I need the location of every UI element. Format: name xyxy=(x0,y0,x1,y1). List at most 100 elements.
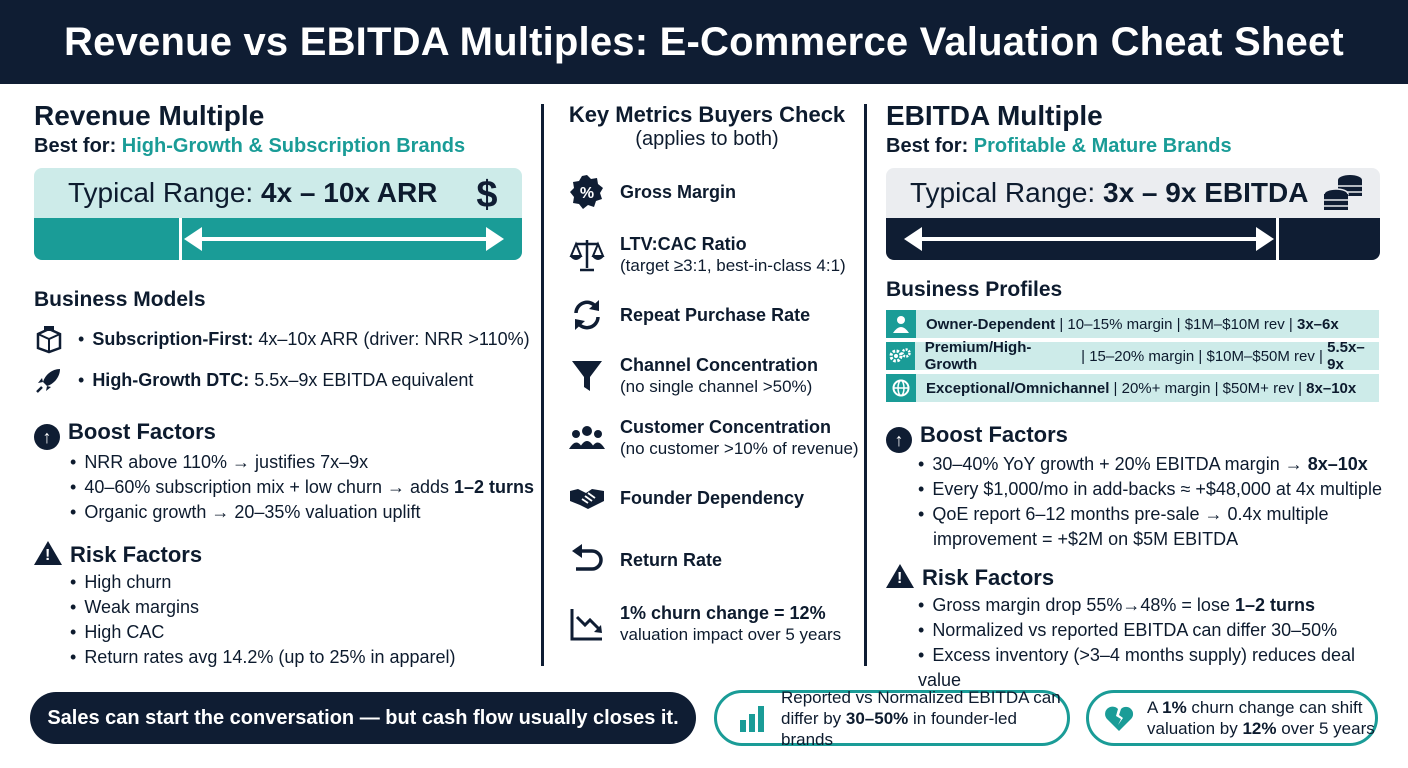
risk-heading-text: Risk Factors xyxy=(922,565,1055,590)
warning-icon: ! xyxy=(34,541,62,565)
handshake-icon xyxy=(570,489,604,509)
revenue-risk-heading: ! Risk Factors xyxy=(34,541,202,568)
double-arrow-icon xyxy=(904,227,1274,251)
arrow-up-icon: ↑ xyxy=(886,427,912,453)
person-icon xyxy=(886,310,916,338)
callout-text: valuation by xyxy=(1147,719,1243,738)
model-text: 4x–10x ARR (driver: NRR >110%) xyxy=(258,328,530,349)
best-for-label: Best for: xyxy=(886,135,969,157)
list-item: Organic growth → 20–35% valuation uplift xyxy=(70,500,534,525)
boost-bold: 1–2 turns xyxy=(454,477,535,497)
boost-text: Every $1,000/mo in add-backs ≈ +$48,000 … xyxy=(932,479,1382,499)
profile-multiple: 3x–6x xyxy=(1297,315,1339,333)
metric-title: Founder Dependency xyxy=(620,488,805,508)
list-item: 30–40% YoY growth + 20% EBITDA margin → … xyxy=(918,452,1388,477)
profile-row-owner: Owner-Dependent | 10–15% margin | $1M–$1… xyxy=(886,310,1379,338)
boost-heading-text: Boost Factors xyxy=(68,419,216,444)
callout-ebitda-diff: Reported vs Normalized EBITDA can differ… xyxy=(714,687,1070,749)
revenue-multiple-heading: Revenue Multiple xyxy=(34,100,265,131)
metric-title: Return Rate xyxy=(620,550,723,570)
profile-multiple: 8x–10x xyxy=(1306,379,1357,397)
metric-title: Customer Concentration xyxy=(620,417,832,437)
broken-heart-icon xyxy=(1105,706,1134,731)
boost-text: NRR above 110% → justifies 7x–9x xyxy=(84,452,369,472)
ebitda-range-label-row: Typical Range: 3x – 9x EBITDA xyxy=(886,168,1380,218)
footer-quote: Sales can start the conversation — but c… xyxy=(30,692,696,744)
callout-text: differ by xyxy=(781,708,846,728)
funnel-icon xyxy=(572,360,602,391)
callout-line1: Reported vs Normalized EBITDA can xyxy=(781,687,1061,707)
callout-text: in founder-led brands xyxy=(781,708,1017,749)
profile-details: | 20%+ margin | $50M+ rev | xyxy=(1109,379,1307,397)
model-row-subscription: • Subscription-First: 4x–10x ARR (driver… xyxy=(34,324,530,354)
metric-founder-dependency: Founder Dependency xyxy=(568,479,804,517)
metric-sub: (no single channel >50%) xyxy=(620,377,813,396)
list-item: Gross margin drop 55%→48% = lose 1–2 tur… xyxy=(918,593,1398,618)
revenue-range-box: Typical Range: 4x – 10x ARR $ xyxy=(34,168,522,260)
list-item: NRR above 110% → justifies 7x–9x xyxy=(70,450,534,475)
callout-text: A xyxy=(1147,698,1163,717)
boost-bold: 8x–10x xyxy=(1307,454,1368,474)
range-label: Typical Range: xyxy=(910,177,1096,208)
list-item: High churn xyxy=(70,570,456,595)
list-item: 40–60% subscription mix + low churn → ad… xyxy=(70,475,534,500)
model-label: Subscription-First: xyxy=(92,328,254,349)
callout-line1: A 1% churn change can shift xyxy=(1147,697,1375,718)
percent-badge-icon: % xyxy=(570,175,603,209)
metric-title: 1% churn change = 12% xyxy=(620,603,826,623)
warning-icon: ! xyxy=(886,564,914,588)
coins-icon xyxy=(1323,175,1362,210)
metric-channel-concentration: Channel Concentration (no single channel… xyxy=(568,354,818,397)
range-bar-split xyxy=(179,218,182,260)
list-item: Normalized vs reported EBITDA can differ… xyxy=(918,618,1398,643)
profile-row-exceptional: Exceptional/Omnichannel | 20%+ margin | … xyxy=(886,374,1379,402)
boost-text: 40–60% subscription mix + low churn → ad… xyxy=(84,477,454,497)
globe-icon xyxy=(886,374,916,402)
revenue-range-label-row: Typical Range: 4x – 10x ARR $ xyxy=(34,168,522,218)
revenue-range-bar xyxy=(34,218,522,260)
model-label: High-Growth DTC: xyxy=(92,369,250,390)
ebitda-best-for: Best for: Profitable & Mature Brands xyxy=(886,135,1232,158)
key-metrics-title: Key Metrics Buyers Check xyxy=(568,102,846,127)
ebitda-boost-heading: ↑ Boost Factors xyxy=(886,422,1068,453)
list-item: Excess inventory (>3–4 months supply) re… xyxy=(918,643,1398,693)
ebitda-multiple-heading: EBITDA Multiple xyxy=(886,100,1103,131)
model-row-highgrowth: • High-Growth DTC: 5.5x–9x EBITDA equiva… xyxy=(34,365,473,395)
revenue-risk-list: High churn Weak margins High CAC Return … xyxy=(70,570,456,670)
column-divider-left xyxy=(541,104,544,666)
header-bar: Revenue vs EBITDA Multiples: E-Commerce … xyxy=(0,0,1408,84)
ebitda-boost-list: 30–40% YoY growth + 20% EBITDA margin → … xyxy=(918,452,1388,552)
metric-sub: valuation impact over 5 years xyxy=(620,625,842,644)
range-value: 3x – 9x EBITDA xyxy=(1103,177,1309,208)
revenue-boost-heading: ↑ Boost Factors xyxy=(34,419,216,450)
revenue-boost-list: NRR above 110% → justifies 7x–9x 40–60% … xyxy=(70,450,534,525)
model-text: 5.5x–9x EBITDA equivalent xyxy=(254,369,474,390)
refresh-icon xyxy=(574,300,600,330)
profile-multiple: 5.5x–9x xyxy=(1327,339,1365,373)
callout-line2: differ by 30–50% in founder-led brands xyxy=(781,708,1067,750)
people-icon xyxy=(569,425,605,449)
boost-text: QoE report 6–12 months pre-sale → 0.4x m… xyxy=(932,504,1329,549)
business-profiles-heading: Business Profiles xyxy=(886,278,1063,301)
metric-churn-impact: 1% churn change = 12% valuation impact o… xyxy=(568,602,841,645)
svg-text:$: $ xyxy=(476,174,497,214)
list-item: Return rates avg 14.2% (up to 25% in app… xyxy=(70,645,455,670)
callout-text: over 5 years xyxy=(1276,719,1375,738)
business-models-heading: Business Models xyxy=(34,288,206,311)
list-item: QoE report 6–12 months pre-sale → 0.4x m… xyxy=(918,502,1358,552)
metric-ltv-cac: LTV:CAC Ratio (target ≥3:1, best-in-clas… xyxy=(568,233,846,276)
callout-line2: valuation by 12% over 5 years xyxy=(1147,718,1375,739)
callout-text: churn change can shift xyxy=(1186,698,1363,717)
profile-name: Premium/High-Growth xyxy=(924,339,1032,373)
svg-text:%: % xyxy=(580,185,594,202)
metric-sub: (target ≥3:1, best-in-class 4:1) xyxy=(620,256,846,275)
risk-text: Normalized vs reported EBITDA can differ… xyxy=(932,620,1338,640)
list-item: Every $1,000/mo in add-backs ≈ +$48,000 … xyxy=(918,477,1388,502)
metric-sub: (no customer >10% of revenue) xyxy=(620,439,859,458)
risk-heading-text: Risk Factors xyxy=(70,542,203,567)
double-arrow-icon xyxy=(184,227,504,251)
profile-details: | 15–20% margin | $10M–$50M rev | xyxy=(1076,347,1328,365)
boost-text: 30–40% YoY growth + 20% EBITDA margin → xyxy=(932,454,1308,474)
gears-icon xyxy=(886,342,915,370)
best-for-label: Best for: xyxy=(34,135,117,157)
